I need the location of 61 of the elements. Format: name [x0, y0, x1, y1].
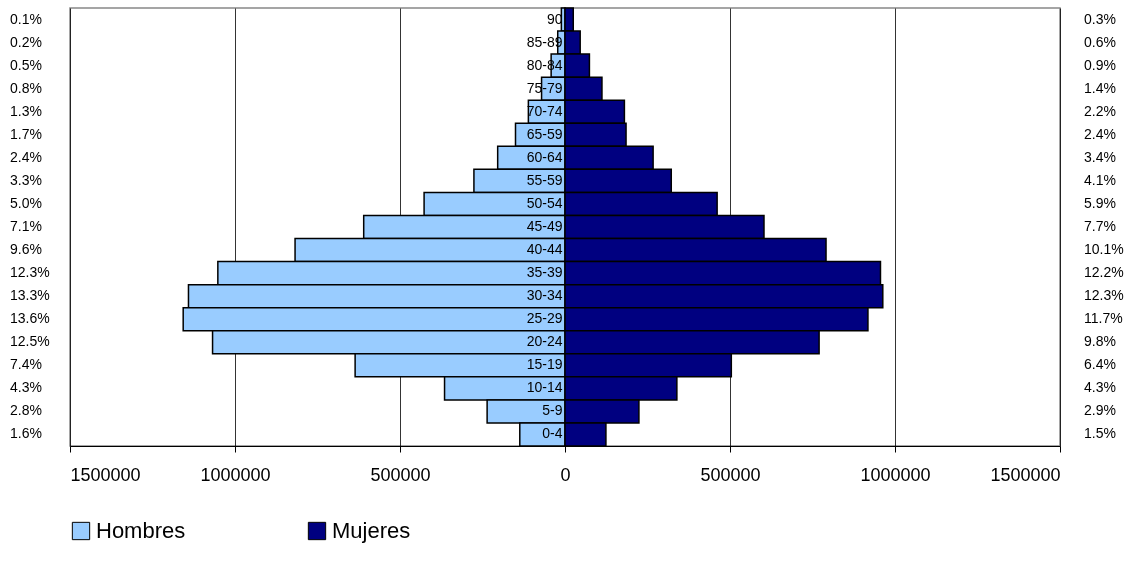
- y-tick-label: 40-44: [526, 241, 563, 258]
- y-tick-label: 65-59: [526, 125, 563, 142]
- text: 12.3%: [1084, 287, 1124, 304]
- y-tick-label: 45-49: [526, 218, 563, 234]
- text: 2.9%: [1084, 402, 1116, 419]
- x-tick-label: 1500000: [990, 464, 1061, 485]
- text: 2.4%: [10, 148, 42, 165]
- x-tick-label: 0: [560, 464, 571, 485]
- y-tick-label: 50-54: [526, 194, 563, 211]
- legend-label: Hombres: [96, 518, 186, 543]
- text: 0.3%: [1084, 10, 1116, 27]
- y-tick-label: 25-29: [526, 310, 563, 327]
- text: 2.2%: [1084, 102, 1116, 119]
- y-tick-label: 35-39: [526, 264, 563, 281]
- legend-label: Mujeres: [332, 518, 411, 543]
- text: 0.8%: [10, 79, 42, 96]
- text: 2.8%: [10, 402, 42, 419]
- text: 4.1%: [1084, 171, 1116, 188]
- text: 7.4%: [10, 356, 42, 373]
- x-tick-label: 500000: [370, 464, 431, 485]
- x-tick-label: 1000000: [860, 464, 931, 485]
- text: 9.8%: [1084, 333, 1116, 350]
- text: 11.7%: [1084, 310, 1123, 327]
- text: 13.6%: [10, 310, 50, 327]
- text: 3.3%: [10, 171, 42, 188]
- text: 10.1%: [1084, 241, 1124, 258]
- text: 0.9%: [1084, 56, 1116, 73]
- text: 6.4%: [1084, 356, 1116, 373]
- y-tick-label: 60-64: [526, 148, 563, 165]
- text: 1.3%: [10, 102, 42, 119]
- text: 1.7%: [10, 125, 42, 142]
- text: 9.6%: [10, 241, 42, 258]
- text: 12.3%: [10, 264, 50, 281]
- text: 5.0%: [10, 194, 42, 211]
- text: 1.5%: [1084, 425, 1116, 442]
- x-tick-label: 1000000: [200, 464, 271, 485]
- y-tick-label: 10-14: [526, 379, 563, 396]
- text: 1.4%: [1084, 79, 1116, 96]
- text: 7.1%: [10, 218, 42, 234]
- y-tick-label: 5-9: [542, 402, 563, 419]
- text: 1.6%: [10, 425, 42, 442]
- text: 0.6%: [1084, 33, 1116, 50]
- text: 3.4%: [1084, 148, 1116, 165]
- text: 4.3%: [10, 379, 42, 396]
- text: 0.1%: [10, 10, 42, 27]
- y-tick-label: 15-19: [526, 356, 563, 373]
- x-tick-label: 1500000: [70, 464, 141, 485]
- y-tick-label: 30-34: [526, 287, 563, 304]
- text: 0.5%: [10, 56, 42, 73]
- y-tick-label: 55-59: [526, 171, 563, 188]
- text: 5.9%: [1084, 194, 1116, 211]
- text: 2.4%: [1084, 125, 1116, 142]
- y-tick-label: 0-4: [542, 425, 563, 442]
- text: 13.3%: [10, 287, 50, 304]
- text: 4.3%: [1084, 379, 1116, 396]
- text: 12.2%: [1084, 264, 1124, 281]
- x-tick-label: 500000: [700, 464, 761, 485]
- y-tick-label: 20-24: [526, 333, 563, 350]
- text: 12.5%: [10, 333, 50, 350]
- text: 0.2%: [10, 33, 42, 50]
- text: 7.7%: [1084, 218, 1116, 234]
